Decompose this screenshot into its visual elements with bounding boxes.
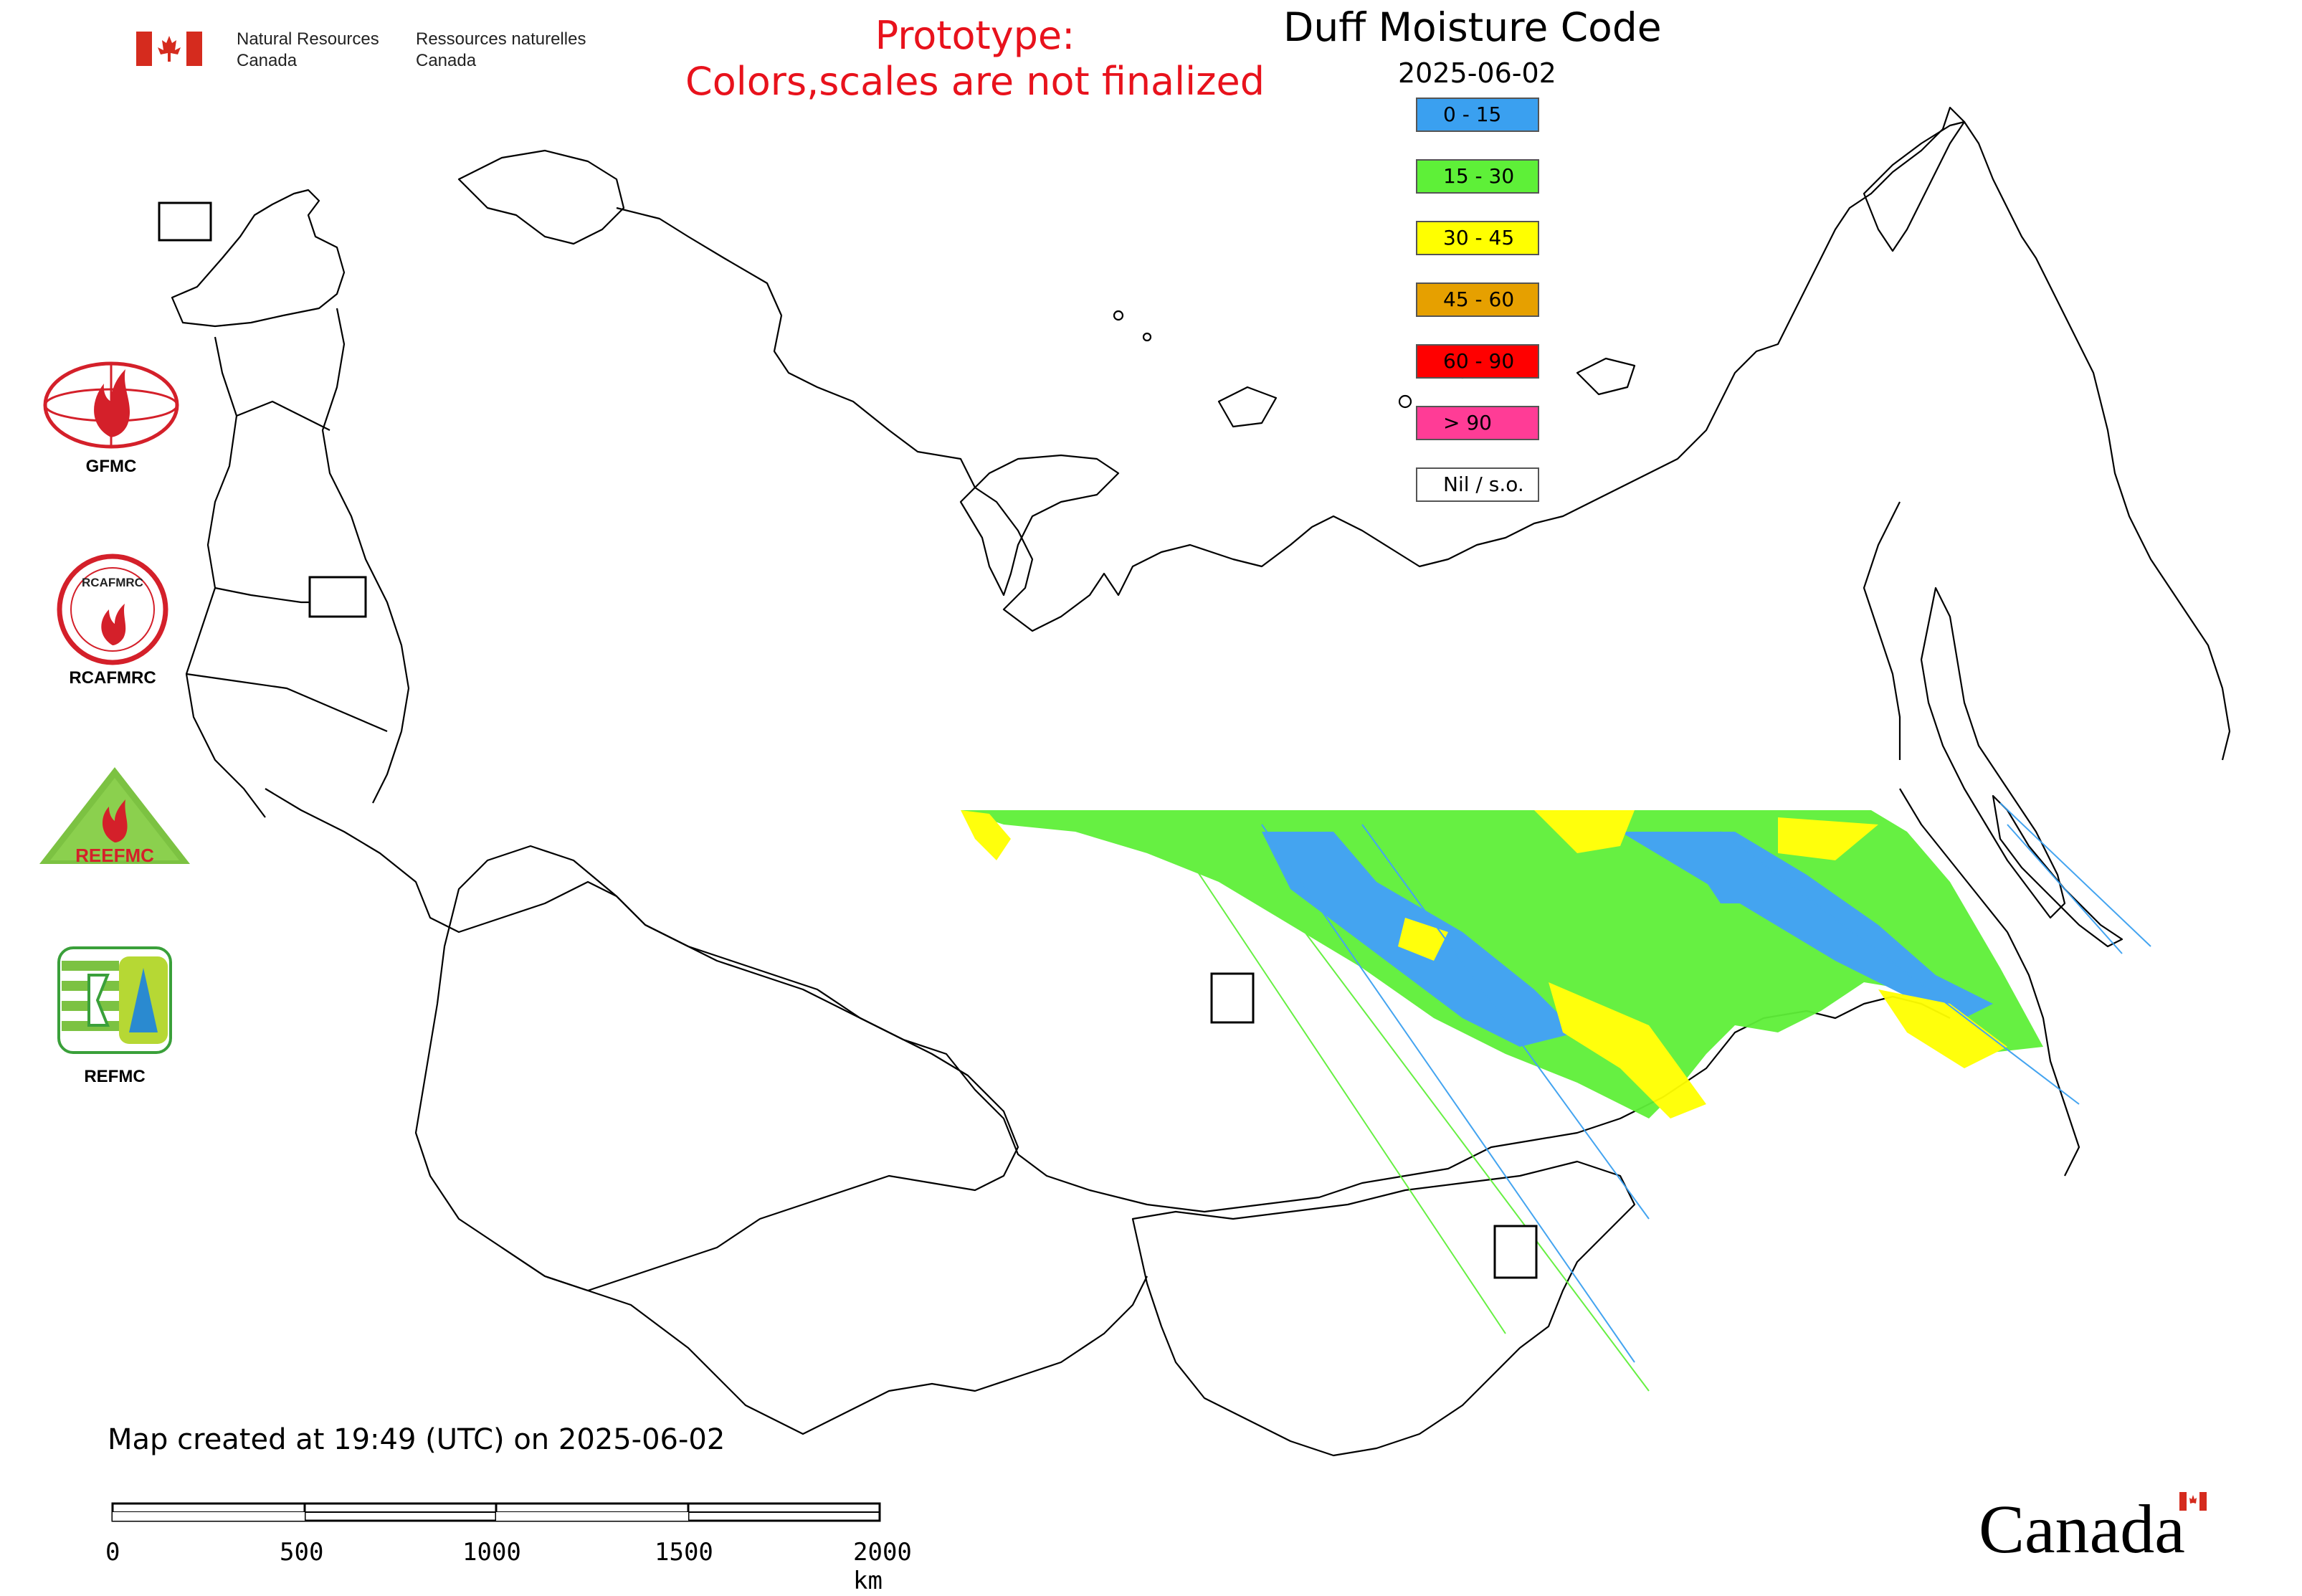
peninsula-chukotka: [1863, 120, 1966, 252]
reefmc-emblem-text: REEFMC: [75, 845, 154, 866]
reefmc-emblem-icon: REEFMC: [39, 767, 190, 866]
legend-label: 0 - 15: [1443, 103, 1502, 126]
prototype-line1: Prototype:: [875, 13, 1075, 58]
dmc-zone-yellow-1: [1534, 810, 1635, 853]
gov-en-line2: Canada: [237, 51, 298, 70]
marker-rcafmrc: [1493, 1225, 1538, 1279]
island-severnaya: [1217, 386, 1278, 428]
border-europe-b: [321, 308, 410, 804]
dmc-zone-yellow-5: [1878, 989, 2007, 1068]
legend-item-60-90: 60 - 90: [1416, 344, 1539, 379]
coastline-east: [1899, 788, 2080, 1177]
gov-name-french: Ressources naturelles Canada: [416, 29, 586, 72]
logo-label-gfmc: GFMC: [85, 457, 137, 476]
coastline-okhotsk: [1863, 501, 1901, 760]
border-russia-south: [265, 788, 1951, 1213]
scale-bar-graphic: [111, 1502, 881, 1522]
legend-item-over-90: > 90: [1416, 406, 1539, 440]
island-nsi: [1576, 357, 1636, 396]
map-date: 2025-06-02: [1398, 57, 1556, 89]
dmc-zone-yellow-2: [1778, 817, 1878, 860]
rcafmrc-emblem-icon: RCAFMRC: [57, 554, 168, 665]
coastline-scandinavia: [171, 189, 346, 328]
gov-fr-line1: Ressources naturelles: [416, 29, 586, 49]
island-sakhalin: [1992, 794, 2123, 948]
legend-item-30-45: 30 - 45: [1416, 221, 1539, 255]
dmc-zone-yellow-4: [1549, 982, 1706, 1118]
refmc-emblem-icon: [57, 946, 172, 1054]
scale-tick-2000: 2000 km: [853, 1538, 912, 1595]
legend-label: 15 - 30: [1443, 164, 1515, 188]
dmc-zone-blue-3: [1692, 860, 1764, 903]
logo-gfmc: GFMC: [39, 358, 183, 480]
dmc-zone-yellow-6: [961, 810, 1011, 860]
logo-label-refmc: REFMC: [84, 1067, 146, 1086]
dmc-zone-yellow-3: [1398, 918, 1448, 961]
scale-tick-1000: 1000: [462, 1538, 521, 1567]
legend-label: 60 - 90: [1443, 349, 1515, 373]
peninsula-kamchatka: [1920, 586, 2066, 919]
map-created-note: Map created at 19:49 (UTC) on 2025-06-02: [108, 1423, 726, 1456]
country-kazakhstan: [414, 845, 1019, 1292]
gov-en-line1: Natural Resources: [237, 29, 379, 49]
canada-wordmark: Canada: [1979, 1488, 2222, 1567]
map-title: Duff Moisture Code: [1283, 4, 1662, 50]
border-central-asia: [501, 1247, 1148, 1435]
legend-item-nil: Nil / s.o.: [1416, 467, 1539, 502]
country-mongolia: [1131, 1160, 1636, 1457]
island-novaya-zemlya: [959, 454, 1120, 597]
logo-reefmc: REEFMC: [36, 764, 194, 878]
rcafmrc-emblem-text: RCAFMRC: [82, 576, 143, 589]
scale-tick-500: 500: [280, 1538, 324, 1567]
coastline-kola: [457, 149, 625, 245]
scale-bar: 0 500 1000 1500 2000 km: [105, 1502, 912, 1595]
scale-tick-1500: 1500: [655, 1538, 713, 1567]
logo-label-rcafmrc: RCAFMRC: [69, 668, 156, 688]
canada-wordmark-graphic: Canada: [1979, 1491, 2207, 1567]
gov-fr-line2: Canada: [416, 51, 477, 70]
dmc-data-swath: [961, 802, 2151, 1392]
legend-item-15-30: 15 - 30: [1416, 159, 1539, 194]
legend-item-0-15: 0 - 15: [1416, 98, 1539, 132]
gov-name-english: Natural Resources Canada: [237, 29, 379, 72]
prototype-line2: Colors,scales are not finalized: [685, 59, 1265, 104]
canada-flag-icon: [136, 32, 202, 66]
logo-refmc: REFMC: [57, 946, 172, 1090]
marker-gfmc: [158, 201, 212, 242]
legend-label: 45 - 60: [1443, 288, 1515, 311]
border-europe-e: [186, 673, 388, 733]
marker-reefmc: [308, 576, 367, 618]
canada-wordmark-text: Canada: [1979, 1491, 2185, 1567]
legend-label: Nil / s.o.: [1443, 472, 1524, 496]
border-europe-c: [236, 400, 330, 431]
country-outlines: [171, 106, 2231, 1457]
scale-tick-0: 0: [105, 1538, 120, 1567]
dmc-streaks: [1161, 802, 2151, 1392]
logo-rcafmrc: RCAFMRC RCAFMRC: [52, 552, 173, 695]
government-identifier: Natural Resources Canada Ressources natu…: [136, 27, 602, 77]
prototype-notice: Prototype: Colors,scales are not finaliz…: [670, 13, 1280, 105]
gfmc-emblem-icon: [43, 361, 179, 449]
legend-label: > 90: [1443, 411, 1492, 434]
marker-refmc: [1210, 972, 1255, 1024]
island-small-3: [1398, 394, 1412, 409]
legend-label: 30 - 45: [1443, 226, 1515, 250]
island-small-2: [1142, 332, 1152, 342]
map-logo-markers: [158, 201, 1538, 1279]
legend-item-45-60: 45 - 60: [1416, 282, 1539, 317]
island-small-1: [1113, 310, 1124, 321]
